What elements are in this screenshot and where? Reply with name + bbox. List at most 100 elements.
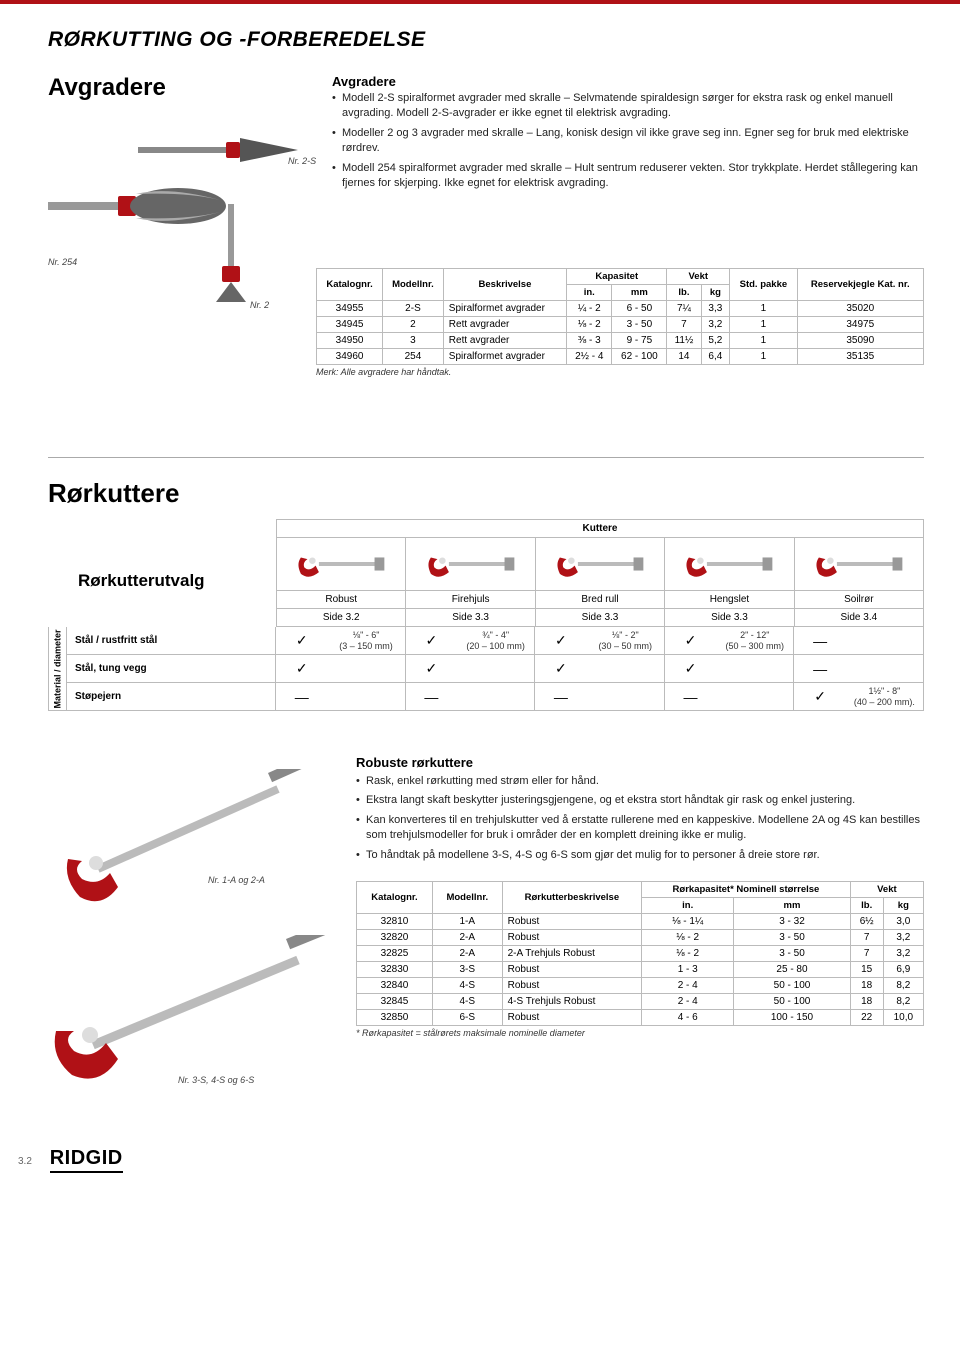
cutter-thumb (276, 537, 406, 591)
col-page: Side 3.4 (795, 609, 924, 627)
matrix-cell: ✓ (276, 655, 406, 683)
bullet: Modeller 2 og 3 avgrader med skralle – L… (332, 126, 924, 157)
th: Rørkutterbeskrivelse (502, 881, 642, 913)
check-icon: ✓ (535, 655, 586, 682)
th: kg (883, 897, 923, 913)
check-icon: ✓ (406, 655, 457, 682)
range-label: ¾" - 4"(20 – 100 mm) (457, 627, 534, 654)
matrix-cell: — (276, 683, 406, 711)
matrix-cell: ✓ (665, 655, 795, 683)
matrix-cell: — (794, 627, 924, 655)
brand-logo: RIDGID (50, 1147, 123, 1173)
rorkutterutvalg-heading: Rørkutterutvalg (78, 571, 205, 591)
check-icon: ✓ (665, 655, 716, 682)
robuste-bullets: Rask, enkel rørkutting med strøm eller f… (356, 774, 924, 863)
kuttere-label: Kuttere (276, 519, 924, 537)
col-label: Soilrør (795, 591, 924, 609)
avgradere-heading: Avgradere (48, 74, 318, 102)
matrix-row-label: Støpejern (66, 683, 276, 711)
cutter-thumb (536, 537, 665, 591)
caption-1a2a: Nr. 1-A og 2-A (208, 875, 265, 885)
range-label (587, 655, 664, 682)
range-label (457, 683, 534, 710)
matrix-cell: — (794, 655, 924, 683)
bullet: Modell 2-S spiralformet avgrader med skr… (332, 91, 924, 122)
table-row: 34960254Spiralformet avgrader2½ - 462 - … (317, 349, 924, 365)
robuste-table: Katalognr. Modellnr. Rørkutterbeskrivels… (356, 881, 924, 1026)
bullet: Ekstra langt skaft beskytter justeringsg… (356, 793, 924, 808)
matrix-row-label: Stål / rustfritt stål (66, 627, 276, 655)
matrix-row: Støpejern————✓1½" - 8"(40 – 200 mm). (66, 683, 924, 711)
check-icon: — (665, 683, 716, 710)
th: Vekt (850, 881, 923, 897)
matrix-row: Stål / rustfritt stål✓⅛" - 6"(3 – 150 mm… (66, 627, 924, 655)
table-row: 328202-ARobust⅛ - 23 - 5073,2 (357, 929, 924, 945)
avgradere-images: Nr. 2-S Nr. 254 Nr. 2 (48, 112, 318, 312)
matrix-cell: ✓⅛" - 2"(30 – 50 mm) (535, 627, 665, 655)
th: mm (734, 897, 850, 913)
th: lb. (850, 897, 883, 913)
range-label: 2" - 12"(50 – 300 mm) (716, 627, 793, 654)
matrix-cell: — (406, 683, 536, 711)
check-icon: — (406, 683, 457, 710)
range-label (846, 655, 923, 682)
range-label (327, 683, 404, 710)
check-icon: — (535, 683, 586, 710)
table-row: 349452Rett avgrader⅛ - 23 - 5073,2134975 (317, 317, 924, 333)
table-row: 328101-ARobust⅛ - 1¼3 - 326½3,0 (357, 913, 924, 929)
divider (48, 457, 924, 458)
matrix-cell: ✓¾" - 4"(20 – 100 mm) (406, 627, 536, 655)
col-page: Side 3.2 (276, 609, 406, 627)
col-page: Side 3.3 (406, 609, 535, 627)
table-row: 328252-A2-A Trehjuls Robust⅛ - 23 - 5073… (357, 945, 924, 961)
check-icon: ✓ (406, 627, 457, 654)
check-icon: — (794, 655, 845, 682)
table-row: 328506-SRobust4 - 6100 - 1502210,0 (357, 1009, 924, 1025)
table-row: 328404-SRobust2 - 450 - 100188,2 (357, 977, 924, 993)
caption-254: Nr. 254 (48, 257, 77, 267)
caption-3s4s6s: Nr. 3-S, 4-S og 6-S (178, 1075, 254, 1085)
avgradere-subhead: Avgradere (332, 74, 924, 89)
range-label: ⅛" - 2"(30 – 50 mm) (587, 627, 664, 654)
table-row: 328303-SRobust1 - 325 - 80156,9 (357, 961, 924, 977)
check-icon: ✓ (276, 627, 327, 654)
range-label (716, 683, 793, 710)
bullet: Rask, enkel rørkutting med strøm eller f… (356, 774, 924, 789)
range-label (457, 655, 534, 682)
matrix-cell: ✓⅛" - 6"(3 – 150 mm) (276, 627, 406, 655)
matrix-cell: ✓ (535, 655, 665, 683)
col-label: Robust (276, 591, 406, 609)
range-label (587, 683, 664, 710)
cutter-thumb (795, 537, 924, 591)
col-label: Hengslet (665, 591, 794, 609)
caption-2: Nr. 2 (250, 300, 269, 310)
table-row: 328454-S4-S Trehjuls Robust2 - 450 - 100… (357, 993, 924, 1009)
th: Rørkapasitet* Nominell størrelse (642, 881, 851, 897)
robuste-heading: Robuste rørkuttere (356, 755, 924, 770)
col-label: Firehjuls (406, 591, 535, 609)
th: in. (642, 897, 734, 913)
material-axis-label: Material / diameter (48, 627, 66, 711)
matrix-cell: ✓ (406, 655, 536, 683)
th: Katalognr. (357, 881, 433, 913)
bullet: Modell 254 spiralformet avgrader med skr… (332, 161, 924, 192)
robust-images: Nr. 1-A og 2-A Nr. 3-S, 4-S og 6-S (48, 755, 338, 1125)
check-icon: ✓ (665, 627, 716, 654)
col-page: Side 3.3 (665, 609, 794, 627)
range-label (846, 627, 923, 654)
check-icon: ✓ (794, 683, 845, 710)
range-label (716, 655, 793, 682)
th: Modellnr. (432, 881, 502, 913)
matrix-cell: — (665, 683, 795, 711)
check-icon: — (794, 627, 845, 654)
page-number: 3.2 (18, 1156, 32, 1167)
cutter-thumb (665, 537, 794, 591)
rorkuttere-heading: Rørkuttere (48, 478, 924, 509)
caption-2s: Nr. 2-S (288, 156, 316, 166)
robuste-note: * Rørkapasitet = stålrørets maksimale no… (356, 1028, 924, 1038)
cutter-thumb (406, 537, 535, 591)
bullet: To håndtak på modellene 3-S, 4-S og 6-S … (356, 848, 924, 863)
col-page: Side 3.3 (536, 609, 665, 627)
matrix-cell: ✓1½" - 8"(40 – 200 mm). (794, 683, 924, 711)
range-label: ⅛" - 6"(3 – 150 mm) (327, 627, 404, 654)
